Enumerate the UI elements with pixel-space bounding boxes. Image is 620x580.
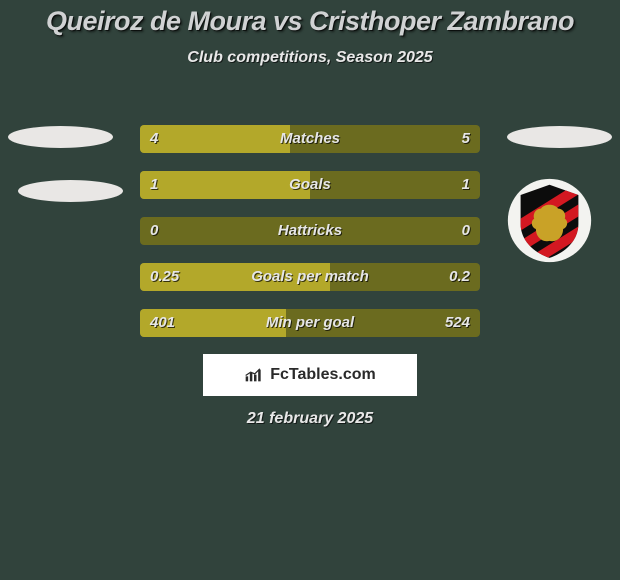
stat-label: Hattricks <box>140 217 480 245</box>
page-title: Queiroz de Moura vs Cristhoper Zambrano <box>0 0 620 37</box>
stat-right-value: 0 <box>462 217 470 245</box>
stat-label: Goals <box>140 171 480 199</box>
stat-row: 1 Goals 1 <box>140 171 480 199</box>
fctables-link[interactable]: FcTables.com <box>203 354 417 396</box>
stat-row: 0.25 Goals per match 0.2 <box>140 263 480 291</box>
stat-right-value: 5 <box>462 125 470 153</box>
stat-row: 401 Min per goal 524 <box>140 309 480 337</box>
stat-row: 0 Hattricks 0 <box>140 217 480 245</box>
stat-right-value: 1 <box>462 171 470 199</box>
player1-avatar-placeholder <box>8 126 113 148</box>
footer-date: 21 february 2025 <box>0 410 620 428</box>
stat-label: Goals per match <box>140 263 480 291</box>
subtitle: Club competitions, Season 2025 <box>0 49 620 67</box>
fctables-label: FcTables.com <box>270 366 376 384</box>
stat-row: 4 Matches 5 <box>140 125 480 153</box>
stat-right-value: 524 <box>445 309 470 337</box>
stat-label: Matches <box>140 125 480 153</box>
stats-panel: 4 Matches 5 1 Goals 1 0 Hattricks 0 0.25… <box>140 125 480 355</box>
player2-club-logo <box>507 178 592 263</box>
stat-label: Min per goal <box>140 309 480 337</box>
comparison-card: Queiroz de Moura vs Cristhoper Zambrano … <box>0 0 620 580</box>
player1-club-placeholder <box>18 180 123 202</box>
player2-avatar-placeholder <box>507 126 612 148</box>
stat-right-value: 0.2 <box>449 263 470 291</box>
fctables-chart-icon <box>244 368 264 383</box>
